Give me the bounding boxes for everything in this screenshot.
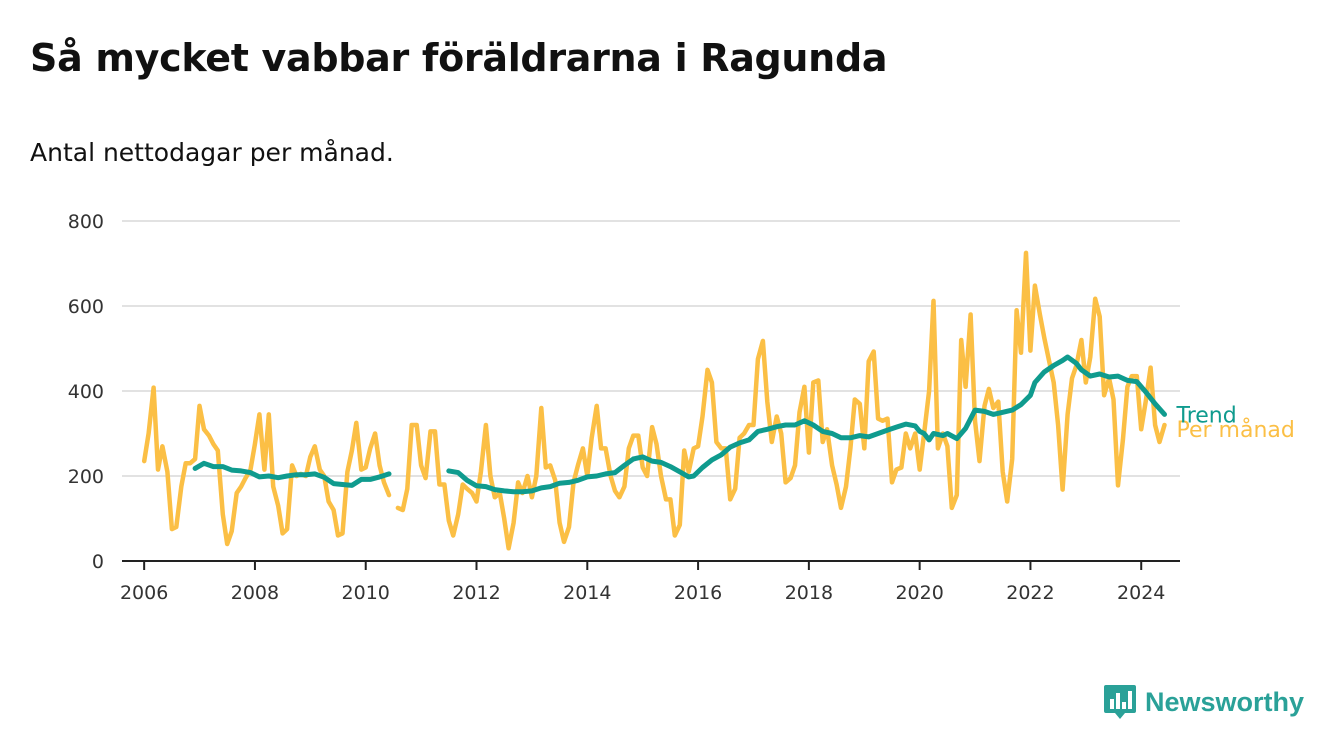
- series-line-per-m-nad: [141, 250, 1167, 551]
- x-tick-label-2024: 2024: [1117, 582, 1165, 604]
- x-tick-label-2020: 2020: [895, 582, 943, 604]
- series-label-per-m-nad: Per månad: [1176, 417, 1294, 443]
- brand-name: Newsworthy: [1145, 686, 1305, 717]
- axes: 0 200 400 600 800 2006 2008 2010 2012 2014 2016 201…: [68, 211, 1180, 604]
- series-lines: [141, 250, 1167, 551]
- chart-title: Så mycket vabbar föräldrarna i Ragunda: [30, 36, 888, 80]
- x-tick-label-2022: 2022: [1006, 582, 1054, 604]
- chart-subtitle: Antal nettodagar per månad.: [30, 138, 394, 167]
- y-tick-label-600: 600: [68, 296, 104, 318]
- x-tick-label-2008: 2008: [231, 582, 279, 604]
- x-tick-label-2016: 2016: [674, 582, 722, 604]
- y-tick-label-400: 400: [68, 381, 104, 403]
- y-tick-label-0: 0: [92, 551, 104, 573]
- bar-chart-bubble-icon: [1104, 685, 1136, 719]
- x-tick-label-2006: 2006: [120, 582, 168, 604]
- x-tick-label-2010: 2010: [342, 582, 390, 604]
- brand-logo: Newsworthy: [1103, 683, 1304, 721]
- y-tick-label-200: 200: [68, 466, 104, 488]
- y-tick-label-800: 800: [68, 211, 104, 233]
- x-tick-label-2018: 2018: [785, 582, 833, 604]
- x-tick-label-2012: 2012: [452, 582, 500, 604]
- series-label-trend: Trend: [1175, 403, 1236, 428]
- series-line-trend: [192, 354, 1167, 495]
- x-tick-label-2014: 2014: [563, 582, 611, 604]
